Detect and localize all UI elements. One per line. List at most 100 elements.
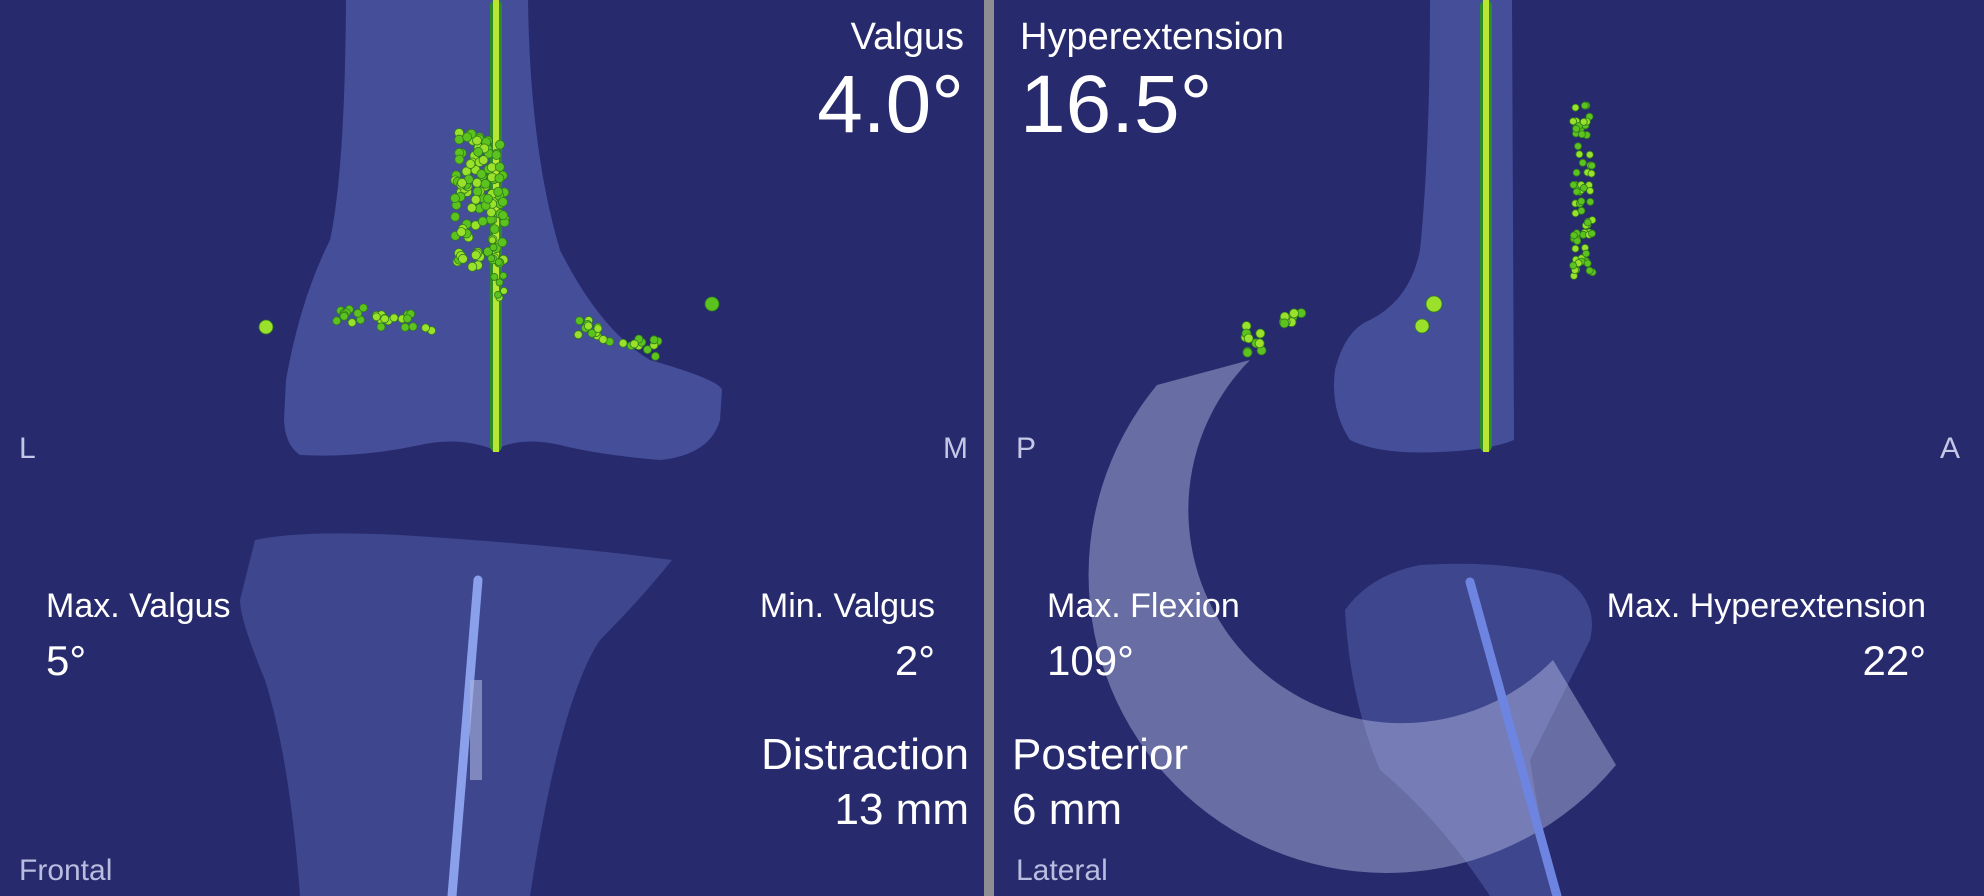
lateral-min-value: 22°	[1862, 637, 1926, 684]
digitized-point	[1587, 169, 1596, 178]
digitized-point	[598, 335, 608, 344]
digitized-point	[470, 194, 481, 205]
digitized-point	[467, 261, 478, 272]
digitized-point	[1279, 318, 1290, 329]
frontal-orient-right: M	[943, 432, 968, 465]
view-divider[interactable]	[984, 0, 994, 896]
digitized-point	[421, 323, 430, 333]
digitized-point	[587, 328, 597, 338]
digitized-point	[258, 319, 274, 335]
digitized-point	[651, 351, 660, 361]
frontal-max-value: 5°	[46, 637, 87, 684]
digitized-point	[458, 253, 468, 264]
frontal-min-value: 2°	[894, 637, 935, 684]
lateral-angle-label: Hyperextension	[1020, 16, 1285, 58]
digitized-point	[339, 311, 349, 321]
digitized-point	[500, 287, 508, 295]
digitized-point	[1414, 318, 1430, 334]
frontal-digitized-points	[258, 128, 720, 361]
digitized-point	[1573, 237, 1582, 245]
digitized-point	[1569, 181, 1578, 189]
digitized-point	[618, 338, 628, 348]
digitized-point	[353, 308, 363, 318]
digitized-point	[347, 318, 357, 328]
digitized-point	[1583, 218, 1592, 227]
lateral-view-label: Lateral	[1016, 854, 1108, 887]
frontal-tibia-pin	[447, 575, 483, 896]
digitized-point	[480, 178, 491, 189]
frontal-min-label: Min. Valgus	[759, 587, 935, 625]
digitized-point	[465, 159, 476, 169]
digitized-point	[1571, 103, 1580, 112]
digitized-point	[483, 193, 493, 204]
digitized-point	[1575, 150, 1584, 159]
digitized-point	[1243, 333, 1254, 344]
frontal-max-label: Max. Valgus	[46, 587, 231, 625]
digitized-point	[704, 296, 720, 312]
digitized-point	[498, 197, 508, 207]
lateral-min-label: Max. Hyperextension	[1606, 587, 1926, 625]
digitized-point	[466, 203, 477, 213]
digitized-point	[489, 243, 498, 252]
frontal-angle-label: Valgus	[850, 16, 964, 58]
digitized-point	[499, 271, 508, 280]
digitized-point	[489, 224, 500, 234]
digitized-point	[477, 216, 488, 227]
digitized-point	[389, 313, 399, 323]
digitized-point	[476, 169, 487, 179]
lateral-tibia-pin	[1465, 577, 1562, 896]
digitized-point	[1577, 197, 1586, 206]
digitized-point	[575, 316, 584, 326]
digitized-point	[472, 177, 482, 188]
frontal-view-label: Frontal	[19, 854, 113, 887]
digitized-point	[643, 345, 652, 355]
digitized-point	[472, 135, 482, 146]
digitized-point	[494, 162, 505, 172]
lateral-digitized-points	[1240, 101, 1597, 358]
digitized-point	[1580, 101, 1589, 110]
digitized-point	[1582, 249, 1591, 258]
digitized-point	[454, 134, 465, 145]
digitized-point	[473, 147, 484, 157]
frontal-tibia	[240, 533, 672, 896]
digitized-point	[1572, 124, 1581, 133]
digitized-point	[1574, 142, 1582, 151]
digitized-point	[456, 227, 467, 237]
lateral-translation-label: Posterior	[1012, 730, 1189, 779]
digitized-point	[1578, 130, 1586, 139]
digitized-point	[1579, 117, 1588, 126]
digitized-point	[593, 324, 603, 333]
digitized-point	[400, 322, 410, 332]
frontal-angle-value: 4.0°	[817, 59, 964, 150]
digitized-point	[358, 303, 368, 313]
digitized-point	[488, 236, 497, 245]
digitized-point	[629, 339, 639, 349]
digitized-point	[490, 273, 499, 281]
digitized-point	[1585, 150, 1594, 159]
digitized-point	[1571, 244, 1580, 253]
lateral-mechanical-axis	[1480, 0, 1492, 452]
lateral-max-label: Max. Flexion	[1047, 587, 1240, 625]
frontal-translation-label: Distraction	[761, 730, 969, 779]
digitized-point	[1587, 161, 1596, 170]
digitized-point	[494, 173, 505, 184]
digitized-point	[457, 177, 467, 188]
digitized-point	[450, 211, 461, 222]
digitized-point	[487, 254, 496, 263]
digitized-point	[493, 186, 504, 197]
lateral-femur	[1334, 0, 1514, 453]
lateral-orient-right: A	[1939, 432, 1960, 465]
digitized-point	[1579, 184, 1588, 192]
digitized-point	[1242, 347, 1253, 358]
frontal-translation-value: 13 mm	[834, 785, 969, 834]
digitized-point	[1578, 158, 1587, 167]
digitized-point	[470, 250, 481, 261]
digitized-point	[1585, 266, 1594, 275]
digitized-point	[1255, 328, 1266, 339]
digitized-point	[1572, 187, 1581, 196]
digitized-point	[573, 330, 583, 340]
frontal-femur	[284, 0, 722, 460]
digitized-point	[498, 210, 508, 221]
digitized-point	[380, 314, 390, 324]
